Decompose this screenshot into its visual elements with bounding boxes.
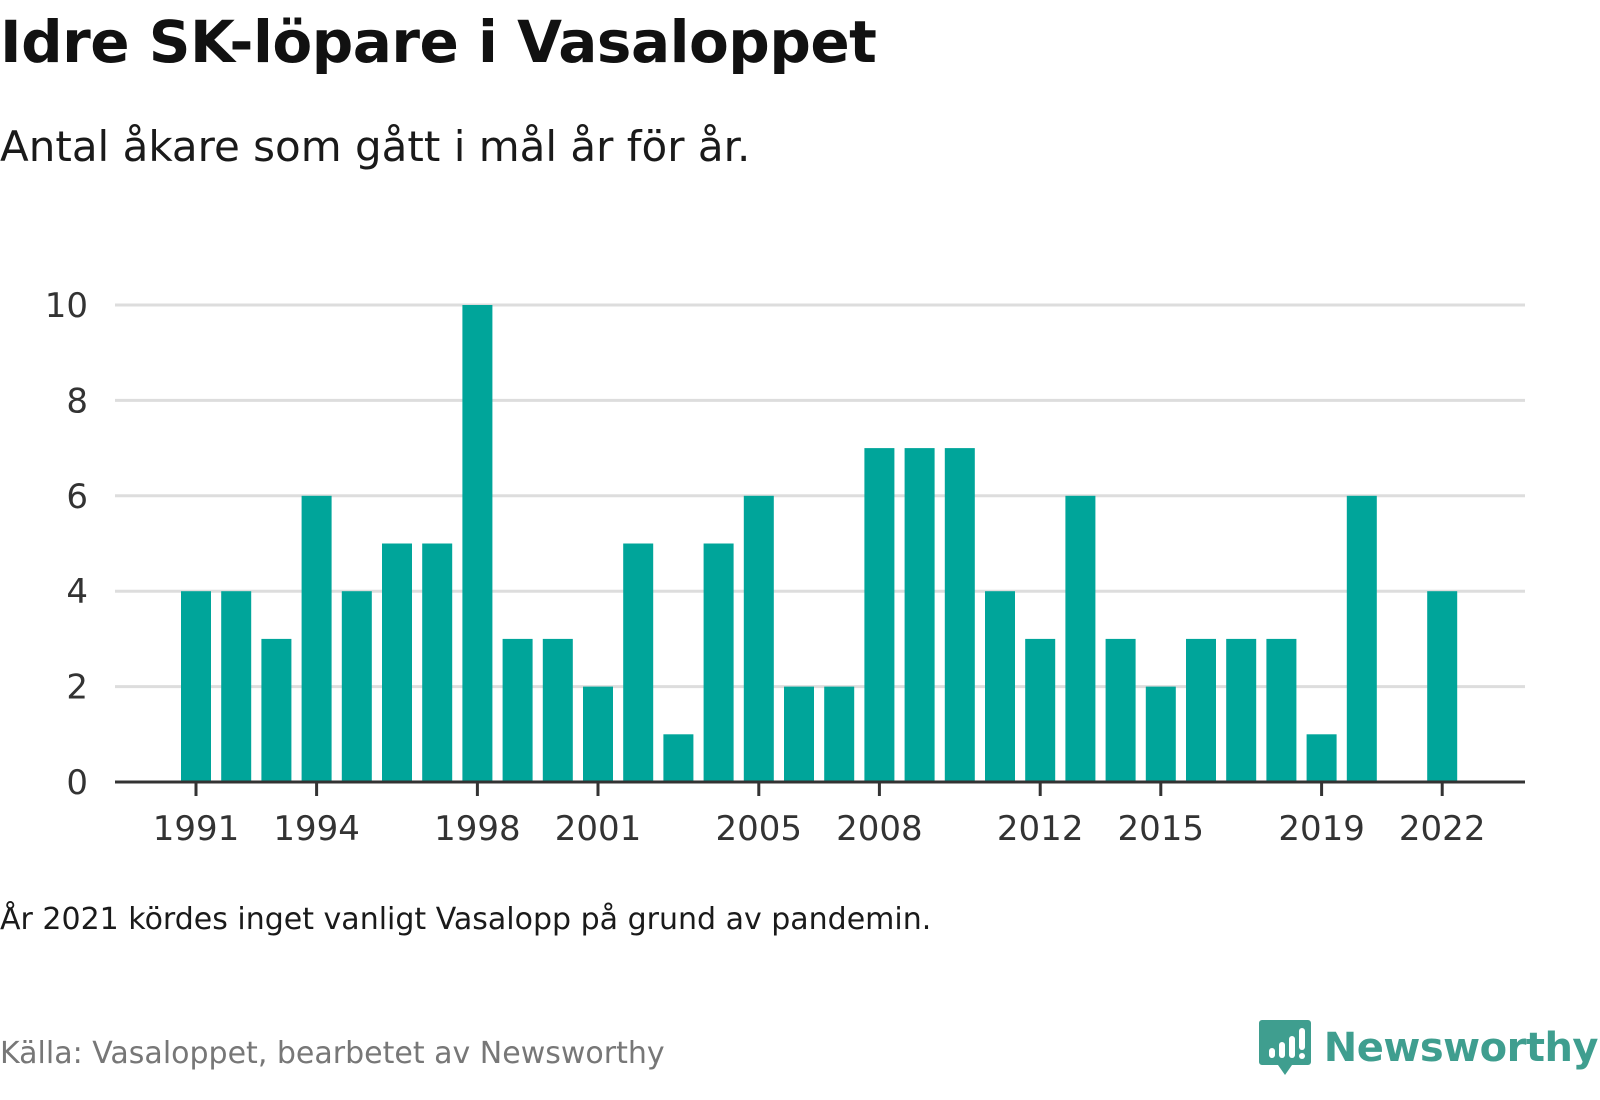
bar-2017 (1226, 638, 1257, 782)
bar-2020 (1346, 495, 1377, 782)
bars (181, 305, 1458, 782)
bar-1998 (462, 305, 493, 782)
x-tick-label: 1998 (434, 809, 521, 849)
newsworthy-logo: Newsworthy (1258, 1018, 1599, 1078)
bar-2018 (1266, 638, 1297, 782)
chart-title: Idre SK-löpare i Vasaloppet (0, 8, 877, 76)
bar-2013 (1065, 495, 1096, 782)
bar-2003 (663, 734, 694, 782)
y-axis-ticks: 0 2 4 6 8 10 (45, 286, 88, 803)
bar-2012 (1025, 638, 1056, 782)
bar-chart: 0 2 4 6 8 10 1991 1994 1998 2001 2005 2008 2012 2015… (45, 286, 1525, 849)
x-tick-label: 2015 (1118, 809, 1205, 849)
bar-2022 (1427, 591, 1458, 782)
x-tick-label: 1991 (153, 809, 240, 849)
bar-2008 (864, 448, 895, 782)
bar-2019 (1306, 734, 1337, 782)
x-axis-ticks: 1991 1994 1998 2001 2005 2008 2012 2015 2019 2022 (153, 782, 1486, 849)
bar-2007 (824, 686, 855, 782)
bar-2005 (743, 495, 774, 782)
bar-1997 (422, 543, 453, 782)
newsworthy-chart-bubble-icon (1258, 1020, 1311, 1075)
bar-2010 (944, 448, 975, 782)
x-tick-label: 2012 (997, 809, 1084, 849)
y-tick-label: 2 (66, 668, 88, 708)
bar-1994 (301, 495, 332, 782)
x-tick-label: 2022 (1399, 809, 1486, 849)
bar-1995 (341, 591, 372, 782)
y-tick-label: 4 (66, 572, 88, 612)
x-tick-label: 2001 (555, 809, 642, 849)
bar-2000 (542, 638, 573, 782)
bar-2001 (583, 686, 613, 782)
bar-1992 (221, 591, 252, 782)
chart-subtitle: Antal åkare som gått i mål år för år. (0, 122, 751, 171)
y-tick-label: 6 (66, 477, 88, 517)
bar-2016 (1186, 638, 1216, 782)
x-tick-label: 2019 (1278, 809, 1365, 849)
bar-2014 (1105, 638, 1136, 782)
bar-2011 (985, 591, 1015, 782)
bar-2004 (703, 543, 734, 782)
bar-2009 (904, 448, 935, 782)
bar-1996 (382, 543, 412, 782)
bar-1991 (181, 591, 211, 782)
y-tick-label: 8 (66, 381, 88, 421)
y-tick-label: 0 (66, 763, 88, 803)
footnote: År 2021 kördes inget vanligt Vasalopp på… (0, 902, 932, 937)
y-tick-label: 10 (45, 286, 88, 326)
source-credit: Källa: Vasaloppet, bearbetet av Newswort… (0, 1036, 665, 1071)
bar-1999 (502, 638, 533, 782)
x-tick-label: 1994 (273, 809, 360, 849)
bar-2002 (623, 543, 654, 782)
brand-name: Newsworthy (1323, 1025, 1599, 1071)
x-tick-label: 2005 (716, 809, 803, 849)
bar-1993 (261, 638, 292, 782)
x-tick-label: 2008 (836, 809, 923, 849)
bar-2006 (784, 686, 814, 782)
bar-2015 (1145, 686, 1176, 782)
